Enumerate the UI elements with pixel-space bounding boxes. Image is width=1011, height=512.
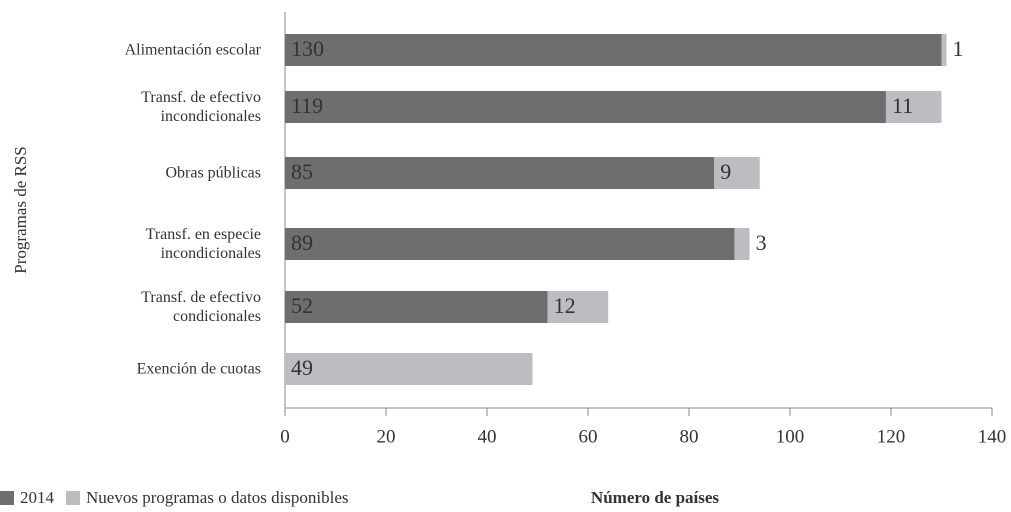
bar-segment bbox=[285, 157, 715, 189]
value-label: 130 bbox=[291, 36, 324, 61]
y-tick-label: Transf. de efectivo incondicionales bbox=[141, 89, 261, 125]
value-label: 119 bbox=[291, 93, 323, 118]
y-tick-label: Alimentación escolar bbox=[124, 41, 261, 59]
value-label: 49 bbox=[291, 355, 313, 380]
bar-segment bbox=[547, 291, 609, 323]
y-tick-label: Exención de cuotas bbox=[136, 360, 261, 378]
bar-segment bbox=[285, 91, 886, 123]
x-axis-label: Número de países bbox=[591, 488, 720, 507]
value-label: 3 bbox=[756, 230, 767, 255]
value-label: 85 bbox=[291, 159, 313, 184]
legend-swatch bbox=[0, 491, 14, 505]
legend-label: 2014 bbox=[20, 488, 55, 507]
y-axis-label: Programas de RSS bbox=[11, 146, 30, 274]
y-tick-label: Obras públicas bbox=[165, 164, 261, 182]
y-tick-label: Transf. de efectivo condicionales bbox=[141, 289, 261, 325]
value-label: 12 bbox=[554, 293, 576, 318]
y-tick-label: Transf. en especie incondicionales bbox=[145, 226, 261, 262]
bar-segment bbox=[285, 353, 533, 385]
bar-segment bbox=[885, 91, 942, 123]
x-tick-label: 20 bbox=[377, 426, 396, 447]
value-label: 11 bbox=[892, 93, 913, 118]
bar-segment bbox=[285, 291, 548, 323]
value-label: 9 bbox=[720, 159, 731, 184]
x-tick-label: 100 bbox=[776, 426, 805, 447]
value-label: 52 bbox=[291, 293, 313, 318]
value-label: 89 bbox=[291, 230, 313, 255]
x-tick-label: 0 bbox=[280, 426, 290, 447]
bar-segment bbox=[714, 157, 760, 189]
legend-swatch bbox=[66, 491, 80, 505]
bar-segment bbox=[285, 228, 735, 260]
x-tick-label: 80 bbox=[680, 426, 699, 447]
bar-segment bbox=[941, 34, 947, 66]
x-tick-label: 140 bbox=[978, 426, 1007, 447]
legend-label: Nuevos programas o datos disponibles bbox=[86, 488, 349, 507]
x-tick-label: 120 bbox=[877, 426, 906, 447]
bar-segment bbox=[285, 34, 942, 66]
x-tick-label: 40 bbox=[478, 426, 497, 447]
value-label: 1 bbox=[953, 36, 964, 61]
bar-segment bbox=[734, 228, 750, 260]
x-tick-label: 60 bbox=[579, 426, 598, 447]
